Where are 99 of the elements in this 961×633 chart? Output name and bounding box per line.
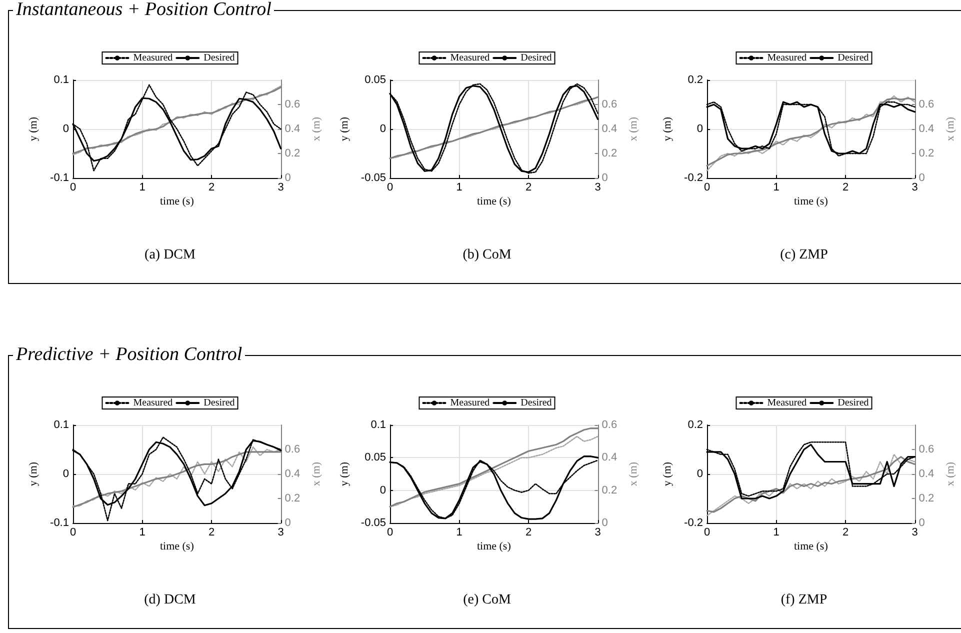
y2-axis-title: x (m) xyxy=(310,462,322,486)
x-axis-title: time (s) xyxy=(160,196,194,208)
y-tick-label: 0 xyxy=(380,123,386,135)
y-tick-label: 0.2 xyxy=(688,419,703,431)
legend-label: Desired xyxy=(520,398,552,408)
x-tick-label: 2 xyxy=(525,182,532,194)
legend-label: Desired xyxy=(838,398,869,408)
x-tick-label: 1 xyxy=(773,182,780,194)
y2-tick-label: 0.6 xyxy=(602,98,618,110)
y-tick-label: -0.1 xyxy=(50,172,69,184)
text: Predictive + Position Control xyxy=(13,344,246,366)
y-tick-label: 0.1 xyxy=(54,419,69,431)
legend-label: Measured xyxy=(450,398,490,408)
y2-tick-label: 0 xyxy=(284,172,291,184)
text: (e) CoM xyxy=(463,592,512,608)
y2-tick-label: 0 xyxy=(602,517,608,529)
y2-tick-label: 0.4 xyxy=(602,123,618,135)
x-axis-title: time (s) xyxy=(476,196,512,208)
y-tick-label: 0 xyxy=(380,484,386,496)
legend-label: Desired xyxy=(838,52,869,64)
text: Instantaneous + Position Control xyxy=(13,0,274,21)
y-tick-label: 0 xyxy=(62,123,69,135)
x-tick-label: 3 xyxy=(912,182,918,194)
x-tick-label: 2 xyxy=(842,182,849,194)
legend-label: Desired xyxy=(204,52,235,64)
y-tick-label: 0 xyxy=(62,468,69,480)
legend-label: Measured xyxy=(133,398,173,408)
x-tick-label: 2 xyxy=(842,526,849,538)
y2-tick-label: 0.2 xyxy=(918,148,934,160)
text: (c) ZMP xyxy=(780,248,828,262)
y2-tick-label: 0 xyxy=(918,172,925,184)
text: (d) DCM xyxy=(144,592,196,608)
y-tick-label: 0.1 xyxy=(370,419,386,431)
y-axis-title: y (m) xyxy=(28,116,40,142)
y2-tick-label: 0.6 xyxy=(918,444,934,456)
x-axis-title: time (s) xyxy=(160,540,194,552)
y2-axis-title: x (m) xyxy=(628,462,640,486)
legend-label: Desired xyxy=(520,52,552,64)
y-tick-label: -0.05 xyxy=(360,517,386,529)
text: (b) CoM xyxy=(462,248,512,262)
x-tick-label: 2 xyxy=(525,526,532,538)
y-tick-label: 0.1 xyxy=(54,74,69,86)
legend-label: Measured xyxy=(450,52,490,64)
y-tick-label: 0.2 xyxy=(688,74,703,86)
legend-label: Measured xyxy=(767,52,807,64)
y2-tick-label: 0.4 xyxy=(284,468,300,480)
y-axis-title: y (m) xyxy=(662,462,674,486)
x-axis-title: time (s) xyxy=(794,196,828,208)
y2-tick-label: 0.6 xyxy=(918,98,934,110)
y2-tick-label: 0 xyxy=(284,517,291,529)
y-tick-label: 0.05 xyxy=(364,452,386,464)
y-axis-title: y (m) xyxy=(662,116,674,142)
y2-tick-label: 0 xyxy=(918,517,925,529)
y2-tick-label: 0.2 xyxy=(602,148,618,160)
y2-tick-label: 0.4 xyxy=(284,123,300,135)
x-axis-title: time (s) xyxy=(476,540,512,552)
y2-tick-label: 0.4 xyxy=(918,123,934,135)
x-tick-label: 3 xyxy=(594,182,601,194)
y2-tick-label: 0.6 xyxy=(284,444,300,456)
legend-label: Measured xyxy=(133,52,173,64)
y-axis-title: y (m) xyxy=(28,462,40,486)
y2-tick-label: 0.2 xyxy=(602,484,618,496)
x-tick-label: 1 xyxy=(139,182,146,194)
y2-axis-title: x (m) xyxy=(310,116,322,142)
y-tick-label: 0 xyxy=(696,468,703,480)
y2-tick-label: 0.2 xyxy=(918,492,934,504)
x-tick-label: 1 xyxy=(456,182,462,194)
y-axis-title: y (m) xyxy=(338,116,351,142)
x-tick-label: 2 xyxy=(208,526,215,538)
y2-axis-title: x (m) xyxy=(944,116,956,142)
x-tick-label: 3 xyxy=(912,526,918,538)
y2-axis-title: x (m) xyxy=(944,462,956,486)
y-tick-label: -0.2 xyxy=(684,172,703,184)
y2-tick-label: 0.4 xyxy=(918,468,934,480)
x-tick-label: 2 xyxy=(208,182,215,194)
y-tick-label: -0.1 xyxy=(50,517,69,529)
y2-axis-title: x (m) xyxy=(628,116,640,142)
y-tick-label: 0.05 xyxy=(364,74,386,86)
text: (f) ZMP xyxy=(780,592,828,608)
y2-tick-label: 0.2 xyxy=(284,148,300,160)
text: (a) DCM xyxy=(144,248,196,262)
y2-tick-label: 0.2 xyxy=(284,492,300,504)
x-tick-label: 3 xyxy=(594,526,601,538)
y-tick-label: -0.05 xyxy=(360,172,386,184)
y2-tick-label: 0.4 xyxy=(602,452,618,464)
y-axis-title: y (m) xyxy=(338,462,351,486)
x-tick-label: 1 xyxy=(139,526,146,538)
y2-tick-label: 0 xyxy=(602,172,608,184)
x-tick-label: 1 xyxy=(773,526,780,538)
y2-tick-label: 0.6 xyxy=(284,98,300,110)
x-tick-label: 3 xyxy=(278,182,284,194)
y-tick-label: -0.2 xyxy=(684,517,703,529)
x-tick-label: 3 xyxy=(278,526,284,538)
y-tick-label: 0 xyxy=(696,123,703,135)
x-axis-title: time (s) xyxy=(794,540,828,552)
legend-label: Desired xyxy=(204,398,235,408)
y2-tick-label: 0.6 xyxy=(602,419,618,431)
legend-label: Measured xyxy=(767,398,807,408)
x-tick-label: 1 xyxy=(456,526,462,538)
